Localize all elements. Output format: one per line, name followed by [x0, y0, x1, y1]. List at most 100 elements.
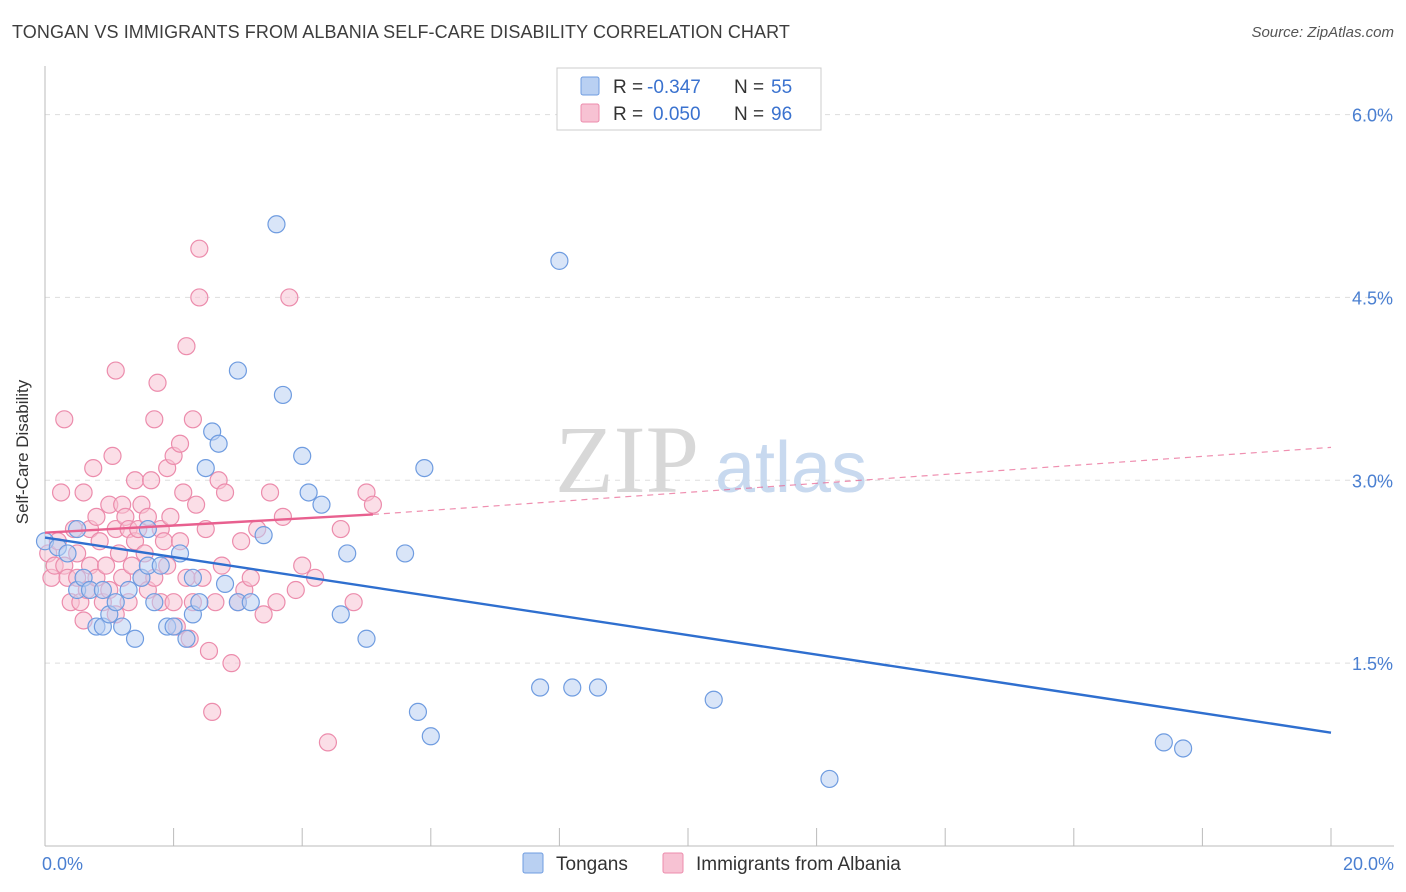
- albania-point-86: [286, 580, 305, 600]
- tongans-point-46: [421, 727, 440, 746]
- albania-point-69: [199, 641, 219, 661]
- y-tick-label-2: 4.5%: [1352, 288, 1393, 308]
- tongans-point-51: [704, 690, 723, 709]
- albania-point-54: [164, 593, 183, 612]
- albania-point-85: [280, 288, 299, 307]
- stats-swatch-tongans: [580, 76, 600, 96]
- tongans-point-44: [408, 702, 428, 722]
- albania-point-66: [190, 239, 209, 258]
- albania-point-81: [254, 605, 273, 624]
- albania-point-35: [125, 471, 145, 490]
- legend-swatch-albania: [662, 852, 684, 874]
- chart-title: TONGAN VS IMMIGRANTS FROM ALBANIA SELF-C…: [12, 22, 791, 42]
- stats-r-value-albania: 0.050: [653, 104, 701, 125]
- stats-swatch-albania: [580, 103, 600, 123]
- tongans-point-24: [183, 568, 202, 587]
- albania-trendline: [44, 513, 373, 534]
- watermark-zip: ZIP: [555, 406, 699, 513]
- albania-point-70: [203, 702, 222, 722]
- series-tongans-points: [35, 215, 1193, 789]
- legend-label-albania: Immigrants from Albania: [696, 854, 901, 875]
- tongans-point-16: [138, 519, 157, 539]
- albania-point-57: [170, 434, 190, 453]
- albania-point-25: [103, 446, 122, 466]
- tongans-point-18: [145, 593, 164, 612]
- tongans-point-38: [299, 483, 318, 502]
- tongans-point-39: [312, 495, 331, 514]
- gridlines: [45, 114, 1394, 664]
- watermark: ZIP atlas: [555, 406, 867, 513]
- albania-point-74: [215, 483, 235, 502]
- albania-point-58: [174, 483, 193, 502]
- albania-point-83: [267, 593, 286, 612]
- x-tick-label-0: 0.0%: [42, 854, 83, 874]
- tongans-point-48: [550, 251, 569, 270]
- albania-point-90: [331, 519, 350, 539]
- tongans-point-11: [106, 593, 125, 612]
- albania-point-64: [187, 495, 206, 514]
- stats-legend: R = -0.347 N = 55 R = 0.050 N = 96: [556, 67, 822, 131]
- tongans-point-27: [196, 458, 215, 478]
- tongans-point-49: [563, 678, 582, 697]
- albania-point-43: [141, 471, 161, 490]
- albania-point-22: [96, 556, 116, 575]
- series-legend: Tongans Immigrants from Albania: [522, 852, 901, 875]
- albania-point-62: [183, 410, 202, 429]
- y-tick-label-0: 1.5%: [1352, 654, 1393, 674]
- albania-point-93: [363, 495, 383, 514]
- watermark-atlas: atlas: [715, 428, 867, 508]
- x-tick-label-1: 20.0%: [1343, 854, 1394, 874]
- tongans-point-34: [254, 526, 273, 545]
- tongans-point-37: [293, 446, 312, 466]
- albania-point-82: [260, 483, 280, 502]
- stats-r-label-tongans: R =: [613, 77, 643, 98]
- albania-point-44: [145, 410, 164, 429]
- tongans-point-45: [415, 458, 434, 478]
- tongans-point-3: [68, 519, 87, 539]
- tongans-point-42: [357, 629, 376, 648]
- albania-point-17: [84, 458, 103, 478]
- albania-point-79: [241, 568, 260, 587]
- tongans-point-36: [273, 385, 293, 405]
- tongans-point-52: [820, 769, 839, 789]
- y-tick-label-1: 3.0%: [1352, 471, 1393, 491]
- stats-n-label-tongans: N =: [734, 77, 764, 98]
- albania-point-75: [222, 654, 241, 673]
- legend-swatch-tongans: [522, 852, 544, 874]
- albania-point-13: [74, 483, 93, 502]
- tongans-point-53: [1154, 733, 1173, 752]
- tongans-point-2: [58, 544, 77, 563]
- tongans-point-47: [531, 678, 550, 697]
- tongans-point-19: [151, 556, 170, 575]
- stats-n-label-albania: N =: [734, 104, 764, 125]
- tongans-point-29: [209, 434, 228, 453]
- albania-point-49: [154, 532, 174, 551]
- albania-point-95: [106, 361, 125, 380]
- albania-point-46: [148, 373, 167, 392]
- albania-point-65: [190, 288, 209, 307]
- tongans-point-21: [164, 617, 183, 636]
- tongans-point-40: [331, 605, 350, 624]
- tongans-point-54: [1174, 739, 1193, 758]
- albania-point-52: [161, 507, 180, 526]
- albania-point-59: [177, 337, 196, 356]
- tongans-point-50: [588, 678, 608, 697]
- stats-r-label-albania: R =: [613, 104, 643, 125]
- tongans-point-23: [177, 629, 196, 648]
- albania-point-4: [51, 483, 71, 502]
- tongans-point-26: [190, 593, 209, 612]
- tongans-point-35: [267, 215, 286, 234]
- y-tick-label-3: 6.0%: [1352, 106, 1393, 126]
- tongans-point-30: [215, 574, 235, 594]
- albania-point-84: [273, 507, 293, 526]
- stats-legend-frame: [556, 67, 822, 131]
- albania-point-77: [232, 532, 251, 551]
- tongans-point-13: [119, 580, 138, 600]
- albania-point-19: [87, 507, 106, 526]
- tongans-point-41: [338, 544, 357, 563]
- stats-r-value-tongans: -0.347: [647, 77, 701, 98]
- albania-point-87: [293, 556, 312, 575]
- tongans-point-9: [93, 580, 112, 600]
- albania-point-91: [344, 593, 363, 612]
